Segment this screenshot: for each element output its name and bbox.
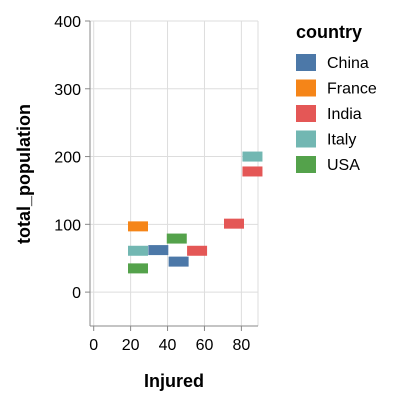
y-tick-label: 300	[54, 82, 81, 99]
x-tick-label: 0	[89, 337, 98, 354]
legend-label-china: China	[327, 55, 369, 72]
data-point-india	[242, 166, 263, 177]
legend-swatch-italy	[296, 130, 316, 148]
y-tick-label: 400	[54, 14, 81, 31]
data-point-italy	[242, 151, 263, 162]
grid	[90, 20, 259, 326]
data-point-france	[128, 221, 148, 232]
data-point-usa	[128, 263, 148, 274]
data-point-india	[224, 218, 244, 229]
x-axis-title: Injured	[144, 371, 204, 391]
legend-label-usa: USA	[327, 157, 360, 174]
legend-swatch-india	[296, 105, 316, 122]
data-point-italy	[128, 245, 148, 256]
legend-label-india: India	[327, 106, 362, 123]
data-point-china	[148, 245, 169, 256]
y-tick-label: 0	[72, 285, 81, 302]
y-tick-label: 200	[54, 150, 81, 167]
x-tick-label: 40	[159, 337, 177, 354]
x-tick-label: 60	[196, 337, 214, 354]
data-point-india	[187, 245, 208, 256]
legend-swatch-usa	[296, 156, 316, 173]
data-point-usa	[166, 233, 187, 244]
x-tick-label: 80	[232, 337, 250, 354]
y-axis-title: total_population	[14, 104, 34, 244]
axes: 0 20 40 60 80 0 100 200 300 400	[54, 14, 258, 354]
data-point-china	[168, 256, 189, 267]
legend-title: country	[296, 22, 362, 42]
x-tick-label: 20	[122, 337, 140, 354]
legend-swatch-france	[296, 79, 316, 97]
legend: country China France India Italy USA	[296, 22, 377, 174]
legend-swatch-china	[296, 54, 316, 71]
legend-label-italy: Italy	[327, 132, 356, 149]
legend-label-france: France	[327, 81, 377, 98]
y-tick-label: 100	[54, 217, 81, 234]
data-marks	[128, 151, 263, 274]
